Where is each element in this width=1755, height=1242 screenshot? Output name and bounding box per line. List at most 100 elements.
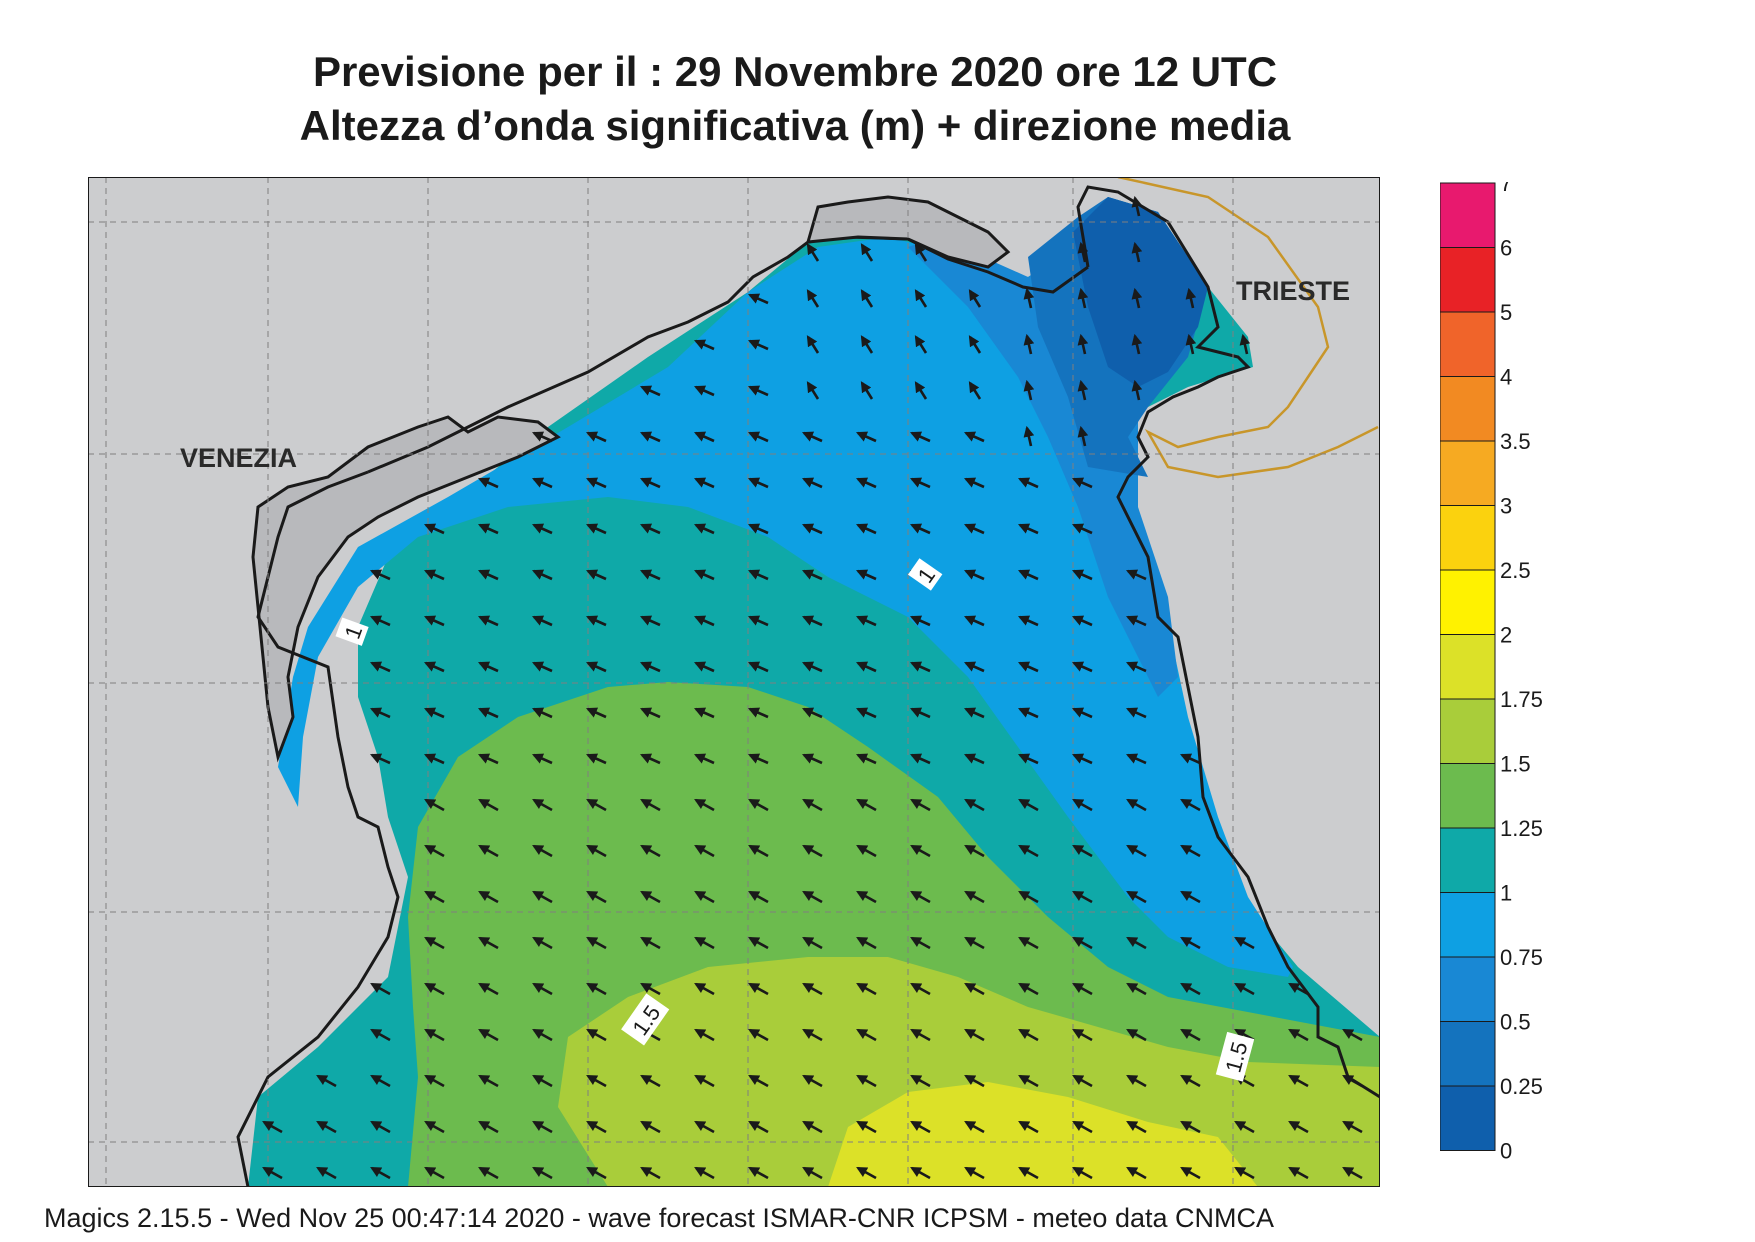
- wave-arrow: [478, 1166, 499, 1180]
- wave-arrow: [914, 381, 928, 400]
- legend-tick-label: 0.5: [1500, 1010, 1531, 1035]
- wave-arrow: [478, 569, 499, 581]
- wave-height-map: VENEZIA TRIESTE 1 1 1.5 1.5: [88, 177, 1380, 1187]
- wave-arrow: [1288, 1166, 1309, 1180]
- wave-arrow: [802, 707, 823, 719]
- wave-arrow: [802, 844, 823, 858]
- wave-arrow: [1072, 1074, 1093, 1088]
- wave-arrow: [748, 890, 769, 904]
- wave-arrow: [1180, 890, 1201, 904]
- wave-arrow: [478, 936, 499, 950]
- wave-arrow: [1126, 1028, 1147, 1042]
- legend-tick-label: 1.25: [1500, 816, 1543, 841]
- wave-arrow: [532, 1166, 553, 1180]
- wave-arrow: [1185, 287, 1197, 309]
- wave-arrow: [806, 289, 820, 308]
- wave-arrow: [964, 707, 985, 719]
- wave-arrow: [640, 615, 661, 627]
- wave-arrow: [424, 1028, 445, 1042]
- wave-arrow: [1180, 936, 1201, 950]
- wave-arrow: [748, 798, 769, 812]
- wave-arrow: [806, 381, 820, 400]
- legend-tick-label: 0.25: [1500, 1074, 1543, 1099]
- wave-arrow: [262, 1166, 283, 1180]
- wave-arrow: [1072, 890, 1093, 904]
- wave-arrow: [316, 1074, 337, 1088]
- wave-arrow: [964, 1120, 985, 1134]
- wave-arrow: [1072, 982, 1093, 996]
- legend-tick-label: 4: [1500, 365, 1512, 390]
- wave-arrow: [478, 1120, 499, 1134]
- wave-arrow: [532, 753, 553, 765]
- wave-arrow: [1126, 615, 1147, 627]
- legend-color-box: [1440, 182, 1496, 248]
- wave-arrow: [640, 890, 661, 904]
- wave-arrow: [1131, 333, 1143, 355]
- wave-arrow: [424, 1074, 445, 1088]
- wave-arrow: [694, 385, 715, 397]
- wave-arrow: [856, 890, 877, 904]
- wave-arrow: [1180, 1166, 1201, 1180]
- wave-arrow: [1234, 1120, 1255, 1134]
- wave-arrow: [1180, 982, 1201, 996]
- wave-arrow: [640, 753, 661, 765]
- wave-arrow: [586, 753, 607, 765]
- wave-arrow: [802, 1166, 823, 1180]
- wave-arrow: [910, 753, 931, 765]
- wave-arrow: [532, 890, 553, 904]
- wave-arrow: [802, 982, 823, 996]
- legend-color-box: [1440, 440, 1496, 506]
- wave-arrow: [1126, 798, 1147, 812]
- legend-color-box: [1440, 763, 1496, 829]
- wave-arrow: [860, 243, 874, 262]
- wave-arrow: [1018, 1028, 1039, 1042]
- wave-arrow: [586, 707, 607, 719]
- wave-arrow: [1126, 890, 1147, 904]
- legend-color-box: [1440, 311, 1496, 377]
- wave-arrow: [478, 844, 499, 858]
- wave-arrow: [1342, 1028, 1363, 1042]
- wave-arrow: [532, 477, 553, 489]
- coastline-west: [236, 470, 400, 1187]
- wave-arrow: [748, 1166, 769, 1180]
- wave-arrow: [748, 385, 769, 397]
- wave-arrow: [1131, 241, 1143, 263]
- wave-arrow: [964, 523, 985, 535]
- wave-arrow: [856, 1028, 877, 1042]
- wave-arrow: [1018, 477, 1039, 489]
- wave-arrow: [802, 569, 823, 581]
- wave-arrow: [424, 615, 445, 627]
- wave-arrow: [748, 982, 769, 996]
- wave-arrow: [586, 1120, 607, 1134]
- wave-arrow: [694, 1028, 715, 1042]
- wave-arrow: [424, 707, 445, 719]
- wave-arrow: [694, 798, 715, 812]
- wave-arrow: [1126, 569, 1147, 581]
- wave-arrow: [694, 615, 715, 627]
- wave-arrow: [532, 844, 553, 858]
- wave-arrow: [748, 523, 769, 535]
- wave-arrow: [424, 523, 445, 535]
- wave-arrow: [478, 890, 499, 904]
- wave-arrow: [1342, 1074, 1363, 1088]
- wave-arrow: [802, 936, 823, 950]
- wave-arrow: [586, 1166, 607, 1180]
- wave-arrow: [964, 477, 985, 489]
- wave-arrow: [964, 753, 985, 765]
- wave-arrow: [316, 1120, 337, 1134]
- wave-arrow: [1126, 1166, 1147, 1180]
- wave-arrow: [586, 1074, 607, 1088]
- wave-arrow: [1018, 523, 1039, 535]
- legend-color-box: [1440, 376, 1496, 442]
- wave-arrow: [856, 1120, 877, 1134]
- wave-arrow: [1018, 844, 1039, 858]
- legend-tick-label: 2: [1500, 623, 1512, 648]
- wave-arrow: [1288, 982, 1309, 996]
- legend-tick-label: 3: [1500, 494, 1512, 519]
- wave-arrow: [532, 982, 553, 996]
- wave-arrow: [964, 661, 985, 673]
- wave-arrow: [262, 1120, 283, 1134]
- city-label-trieste: TRIESTE: [1236, 276, 1350, 306]
- wave-arrow: [532, 1028, 553, 1042]
- wave-arrow: [640, 936, 661, 950]
